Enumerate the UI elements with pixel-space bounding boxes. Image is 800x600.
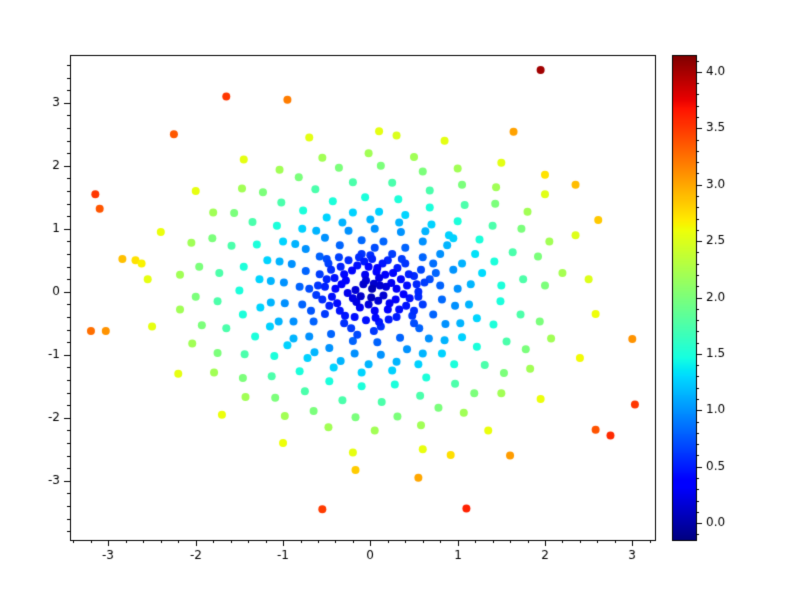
scatter-figure: [0, 0, 800, 600]
scatter-plot-canvas: [0, 0, 800, 600]
